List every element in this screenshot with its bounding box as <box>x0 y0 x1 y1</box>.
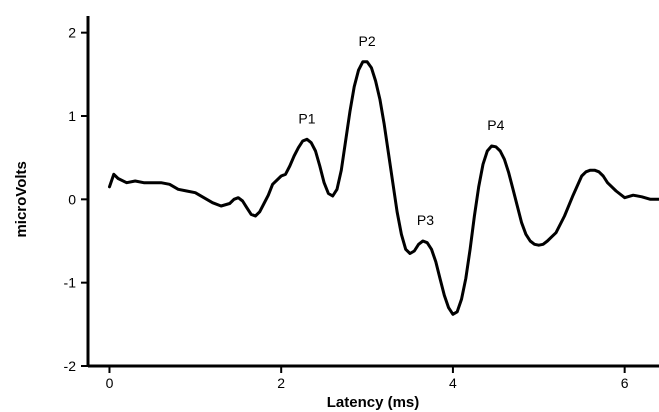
peak-label-p1: P1 <box>298 110 315 126</box>
peak-label-p3: P3 <box>417 212 434 228</box>
y-tick-label: 2 <box>68 25 76 41</box>
y-tick-label: 1 <box>68 108 76 124</box>
x-tick-label: 2 <box>277 375 285 391</box>
x-axis-ticks: 0 2 4 6 <box>106 366 629 391</box>
x-tick-label: 6 <box>621 375 629 391</box>
x-axis-label: Latency (ms) <box>327 394 420 411</box>
peak-label-p4: P4 <box>487 117 504 133</box>
y-tick-label: 0 <box>68 191 76 207</box>
x-tick-label: 4 <box>449 375 457 391</box>
y-tick-label: -2 <box>64 358 77 374</box>
x-tick-label: 0 <box>106 375 114 391</box>
y-axis-label: microVolts <box>13 161 30 237</box>
y-axis-ticks: -2 -1 0 1 2 <box>64 25 88 374</box>
peak-label-p2: P2 <box>358 33 375 49</box>
peak-annotations: P1 P2 P3 P4 <box>298 33 504 228</box>
waveform-series-line <box>108 60 659 316</box>
y-tick-label: -1 <box>64 275 77 291</box>
